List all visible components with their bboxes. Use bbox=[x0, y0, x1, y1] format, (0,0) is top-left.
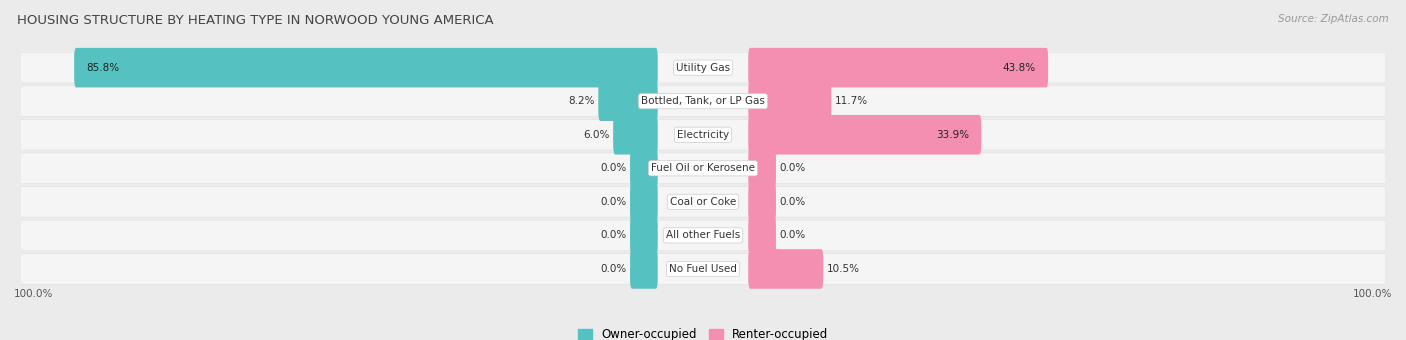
FancyBboxPatch shape bbox=[21, 220, 1385, 251]
Text: 0.0%: 0.0% bbox=[600, 231, 627, 240]
Text: Electricity: Electricity bbox=[676, 130, 730, 140]
FancyBboxPatch shape bbox=[748, 216, 776, 255]
FancyBboxPatch shape bbox=[21, 187, 1385, 217]
FancyBboxPatch shape bbox=[21, 86, 1385, 116]
FancyBboxPatch shape bbox=[21, 86, 1385, 117]
FancyBboxPatch shape bbox=[21, 119, 1385, 150]
FancyBboxPatch shape bbox=[748, 81, 831, 121]
FancyBboxPatch shape bbox=[748, 249, 824, 289]
Text: 0.0%: 0.0% bbox=[779, 231, 806, 240]
Text: 85.8%: 85.8% bbox=[86, 63, 120, 73]
FancyBboxPatch shape bbox=[748, 115, 981, 155]
FancyBboxPatch shape bbox=[21, 53, 1385, 83]
FancyBboxPatch shape bbox=[21, 186, 1385, 217]
Text: 0.0%: 0.0% bbox=[600, 197, 627, 207]
Text: All other Fuels: All other Fuels bbox=[666, 231, 740, 240]
Text: 8.2%: 8.2% bbox=[568, 96, 595, 106]
Text: No Fuel Used: No Fuel Used bbox=[669, 264, 737, 274]
FancyBboxPatch shape bbox=[21, 153, 1385, 183]
FancyBboxPatch shape bbox=[599, 81, 658, 121]
FancyBboxPatch shape bbox=[75, 48, 658, 87]
FancyBboxPatch shape bbox=[748, 149, 776, 188]
Text: 10.5%: 10.5% bbox=[827, 264, 859, 274]
FancyBboxPatch shape bbox=[748, 182, 776, 222]
Text: 6.0%: 6.0% bbox=[583, 130, 610, 140]
Text: Fuel Oil or Kerosene: Fuel Oil or Kerosene bbox=[651, 163, 755, 173]
Text: 0.0%: 0.0% bbox=[779, 163, 806, 173]
FancyBboxPatch shape bbox=[630, 216, 658, 255]
Text: Bottled, Tank, or LP Gas: Bottled, Tank, or LP Gas bbox=[641, 96, 765, 106]
FancyBboxPatch shape bbox=[21, 254, 1385, 284]
Legend: Owner-occupied, Renter-occupied: Owner-occupied, Renter-occupied bbox=[572, 324, 834, 340]
FancyBboxPatch shape bbox=[21, 52, 1385, 83]
Text: 33.9%: 33.9% bbox=[936, 130, 969, 140]
Text: Utility Gas: Utility Gas bbox=[676, 63, 730, 73]
Text: 0.0%: 0.0% bbox=[779, 197, 806, 207]
Text: 100.0%: 100.0% bbox=[14, 289, 53, 299]
FancyBboxPatch shape bbox=[21, 220, 1385, 251]
FancyBboxPatch shape bbox=[613, 115, 658, 155]
Text: 100.0%: 100.0% bbox=[1353, 289, 1392, 299]
FancyBboxPatch shape bbox=[630, 182, 658, 222]
FancyBboxPatch shape bbox=[21, 254, 1385, 284]
FancyBboxPatch shape bbox=[630, 249, 658, 289]
FancyBboxPatch shape bbox=[748, 48, 1047, 87]
FancyBboxPatch shape bbox=[21, 153, 1385, 184]
FancyBboxPatch shape bbox=[21, 120, 1385, 150]
Text: 0.0%: 0.0% bbox=[600, 264, 627, 274]
FancyBboxPatch shape bbox=[630, 149, 658, 188]
Text: HOUSING STRUCTURE BY HEATING TYPE IN NORWOOD YOUNG AMERICA: HOUSING STRUCTURE BY HEATING TYPE IN NOR… bbox=[17, 14, 494, 27]
Text: 11.7%: 11.7% bbox=[835, 96, 868, 106]
Text: Source: ZipAtlas.com: Source: ZipAtlas.com bbox=[1278, 14, 1389, 23]
Text: Coal or Coke: Coal or Coke bbox=[669, 197, 737, 207]
Text: 43.8%: 43.8% bbox=[1002, 63, 1036, 73]
Text: 0.0%: 0.0% bbox=[600, 163, 627, 173]
